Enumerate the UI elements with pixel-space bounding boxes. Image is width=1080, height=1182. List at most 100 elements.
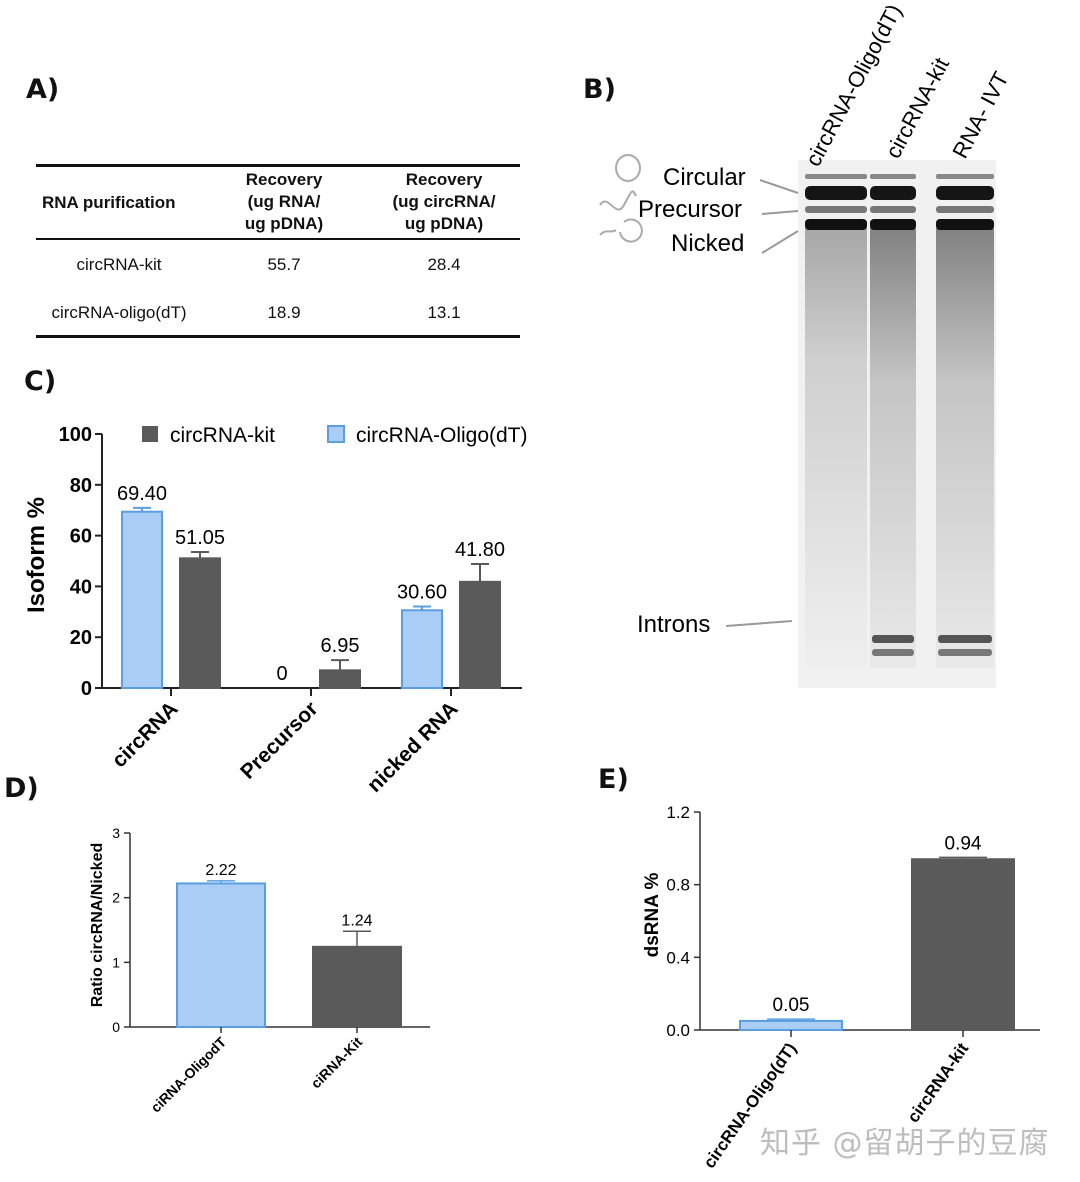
y-tick-label: 2 <box>112 890 120 906</box>
pointer-line <box>761 210 799 215</box>
data-label: 1.24 <box>341 912 372 929</box>
y-tick-label: 3 <box>112 825 120 841</box>
y-axis-label: dsRNA % <box>642 872 663 957</box>
gel-band-intron <box>938 649 992 656</box>
y-tick-label: 60 <box>70 526 92 548</box>
bar <box>459 580 501 689</box>
table-cell: 18.9 <box>267 303 301 322</box>
data-label: 51.05 <box>175 527 225 549</box>
gel-band <box>805 174 867 179</box>
pointer-line <box>725 620 793 627</box>
gel-band-intron <box>938 635 992 643</box>
data-label: 6.95 <box>321 635 360 657</box>
gel-smear <box>870 228 916 668</box>
linear-rna-icon <box>599 190 637 211</box>
data-label: 0.94 <box>945 833 982 854</box>
bar <box>312 945 402 1029</box>
table-cell: circRNA-oligo(dT) <box>51 303 187 322</box>
y-axis-label: Ratio circRNA/Nicked <box>89 843 106 1008</box>
y-tick-label: 80 <box>70 475 92 497</box>
panel-label-e: E) <box>598 764 629 795</box>
data-label: 41.80 <box>455 539 505 561</box>
gel-band-circular <box>936 186 994 200</box>
panel-label-d: D) <box>4 773 39 804</box>
watermark: 知乎 @留胡子的豆腐 <box>760 1126 1050 1161</box>
panel-label-b: B) <box>583 74 616 105</box>
data-label: 30.60 <box>397 581 447 603</box>
panel-label-a: A) <box>26 74 60 105</box>
data-label: 0 <box>276 663 287 685</box>
x-tick-label: nicked RNA <box>363 697 463 797</box>
table-header-rule <box>36 238 520 240</box>
gel-band <box>870 174 916 179</box>
table-cell: 13.1 <box>427 303 461 322</box>
band-label-precursor: Precursor <box>638 196 742 223</box>
circular-rna-icon <box>615 154 641 182</box>
gel-panel: circRNA-Oligo(dT) circRNA-kit RNA- IVT C… <box>599 0 1014 688</box>
band-label-nicked: Nicked <box>671 230 744 257</box>
table-bottom-rule <box>36 335 520 338</box>
y-tick-label: 0.0 <box>666 1021 690 1040</box>
x-tick-label: ciRNA-OligodT <box>147 1033 229 1115</box>
y-tick-label: 100 <box>59 424 92 446</box>
bar <box>319 669 361 689</box>
lane-label: RNA- IVT <box>947 68 1013 163</box>
panel-label-c: C) <box>24 366 57 397</box>
y-tick-label: 20 <box>70 627 92 649</box>
table-header-purification: RNA purification <box>42 193 176 212</box>
gel-band-circular <box>805 186 867 200</box>
pointer-line <box>761 230 799 254</box>
pointer-line <box>759 179 799 194</box>
bar <box>401 609 443 689</box>
x-tick-label: circRNA-kit <box>904 1039 973 1126</box>
band-label-introns: Introns <box>637 611 710 638</box>
y-tick-label: 1 <box>112 954 120 970</box>
gel-band-intron <box>872 649 914 656</box>
data-label: 2.22 <box>205 862 236 879</box>
lane-label: circRNA-kit <box>880 53 954 162</box>
legend-swatch <box>142 426 158 442</box>
gel-smear <box>805 228 867 668</box>
legend-swatch <box>327 425 345 443</box>
table-cell: circRNA-kit <box>76 255 162 274</box>
chart-ratio: 0 1 2 3 Ratio circRNA/Nicked 2.22 ciRNA-Oligod… <box>89 825 430 1116</box>
data-label: 69.40 <box>117 483 167 505</box>
gel-band-precursor <box>936 206 994 213</box>
y-tick-label: 0.4 <box>666 948 690 967</box>
table-cell: 55.7 <box>267 255 301 274</box>
band-label-circular: Circular <box>663 164 746 191</box>
table-header-recovery-circrna: Recovery (ug circRNA/ ug pDNA) <box>392 170 496 233</box>
gel-band-precursor <box>870 206 916 213</box>
y-tick-label: 1.2 <box>666 803 690 822</box>
bar <box>739 1019 843 1032</box>
gel-band-intron <box>872 635 914 643</box>
gel-band-nicked <box>936 219 994 230</box>
gel-band-nicked <box>870 219 916 230</box>
table-cell: 28.4 <box>427 255 461 274</box>
y-tick-label: 0 <box>112 1019 120 1035</box>
y-tick-label: 0 <box>81 678 92 700</box>
table-header-recovery-rna: Recovery (ug RNA/ ug pDNA) <box>244 170 324 233</box>
y-axis-label: Isoform % <box>23 497 50 613</box>
x-tick-label: ciRNA-Kit <box>308 1034 366 1092</box>
y-tick-label: 40 <box>70 576 92 598</box>
gel-band <box>936 174 994 179</box>
legend-label: circRNA-kit <box>170 424 275 447</box>
gel-band-precursor <box>805 206 867 213</box>
gel-band-circular <box>870 186 916 200</box>
nicked-rna-icon <box>599 218 643 243</box>
data-label: 0.05 <box>773 995 810 1016</box>
gel-band-nicked <box>805 219 867 230</box>
bar <box>179 557 221 689</box>
bar <box>911 858 1015 1031</box>
y-tick-label: 0.8 <box>666 876 690 895</box>
chart-isoform: 0 20 40 60 80 100 Isoform % 69.40 51.05 circRNA 0 6… <box>23 424 528 797</box>
bar <box>176 882 266 1028</box>
gel-smear <box>936 228 994 668</box>
x-tick-label: Precursor <box>236 697 322 783</box>
legend-label: circRNA-Oligo(dT) <box>356 424 528 447</box>
bar <box>121 510 163 689</box>
x-tick-label: circRNA <box>108 697 183 772</box>
table-top-rule <box>36 164 520 167</box>
